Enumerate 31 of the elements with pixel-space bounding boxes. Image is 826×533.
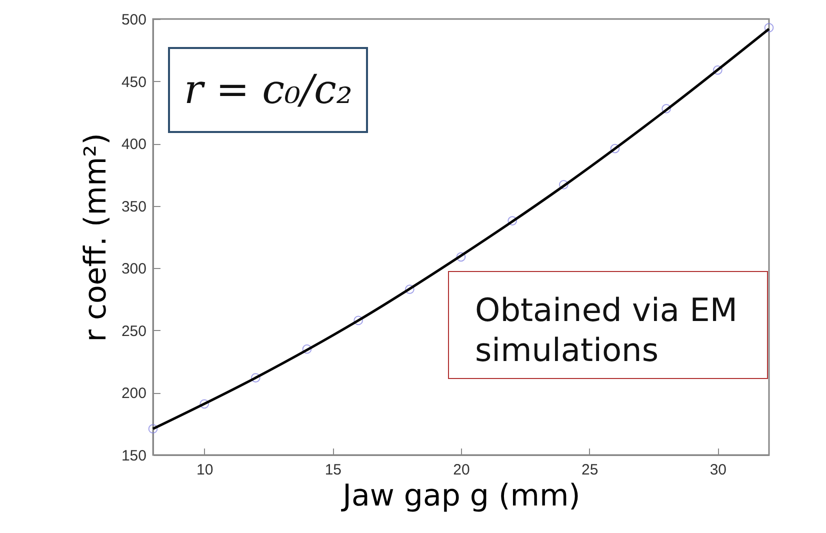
y-axis-title: r coeff. (mm²)	[78, 133, 114, 342]
annotation: Obtained via EM simulations	[448, 271, 768, 379]
point	[610, 144, 620, 154]
y-tick-label: 400	[121, 136, 146, 154]
point	[404, 284, 414, 294]
annotation: r = c₀/c₂	[168, 47, 368, 133]
point	[456, 252, 466, 262]
y-tick-label: 450	[121, 74, 146, 91]
x-tick-label: 30	[710, 462, 727, 478]
point	[558, 180, 568, 190]
point	[302, 344, 312, 354]
point	[354, 316, 364, 326]
point	[764, 23, 774, 32]
point	[508, 216, 518, 226]
point	[712, 65, 722, 75]
y-tick-label: 150	[121, 448, 146, 464]
y-tick-label: 300	[121, 260, 146, 278]
y-tick-label: 500	[121, 12, 146, 28]
y-tick-label: 250	[121, 322, 146, 340]
x-tick-label: 20	[453, 462, 470, 478]
point	[200, 399, 210, 409]
x-tick-label: 15	[324, 462, 342, 478]
point	[148, 424, 158, 434]
line-series	[152, 28, 770, 430]
point	[250, 373, 260, 382]
y-tick-label: 200	[121, 385, 146, 402]
point	[662, 104, 672, 114]
x-axis-title: Jaw gap g (mm)	[340, 478, 580, 514]
y-tick-label: 350	[121, 198, 146, 216]
x-tick-label: 10	[196, 462, 214, 478]
x-tick-label: 25	[581, 462, 598, 478]
